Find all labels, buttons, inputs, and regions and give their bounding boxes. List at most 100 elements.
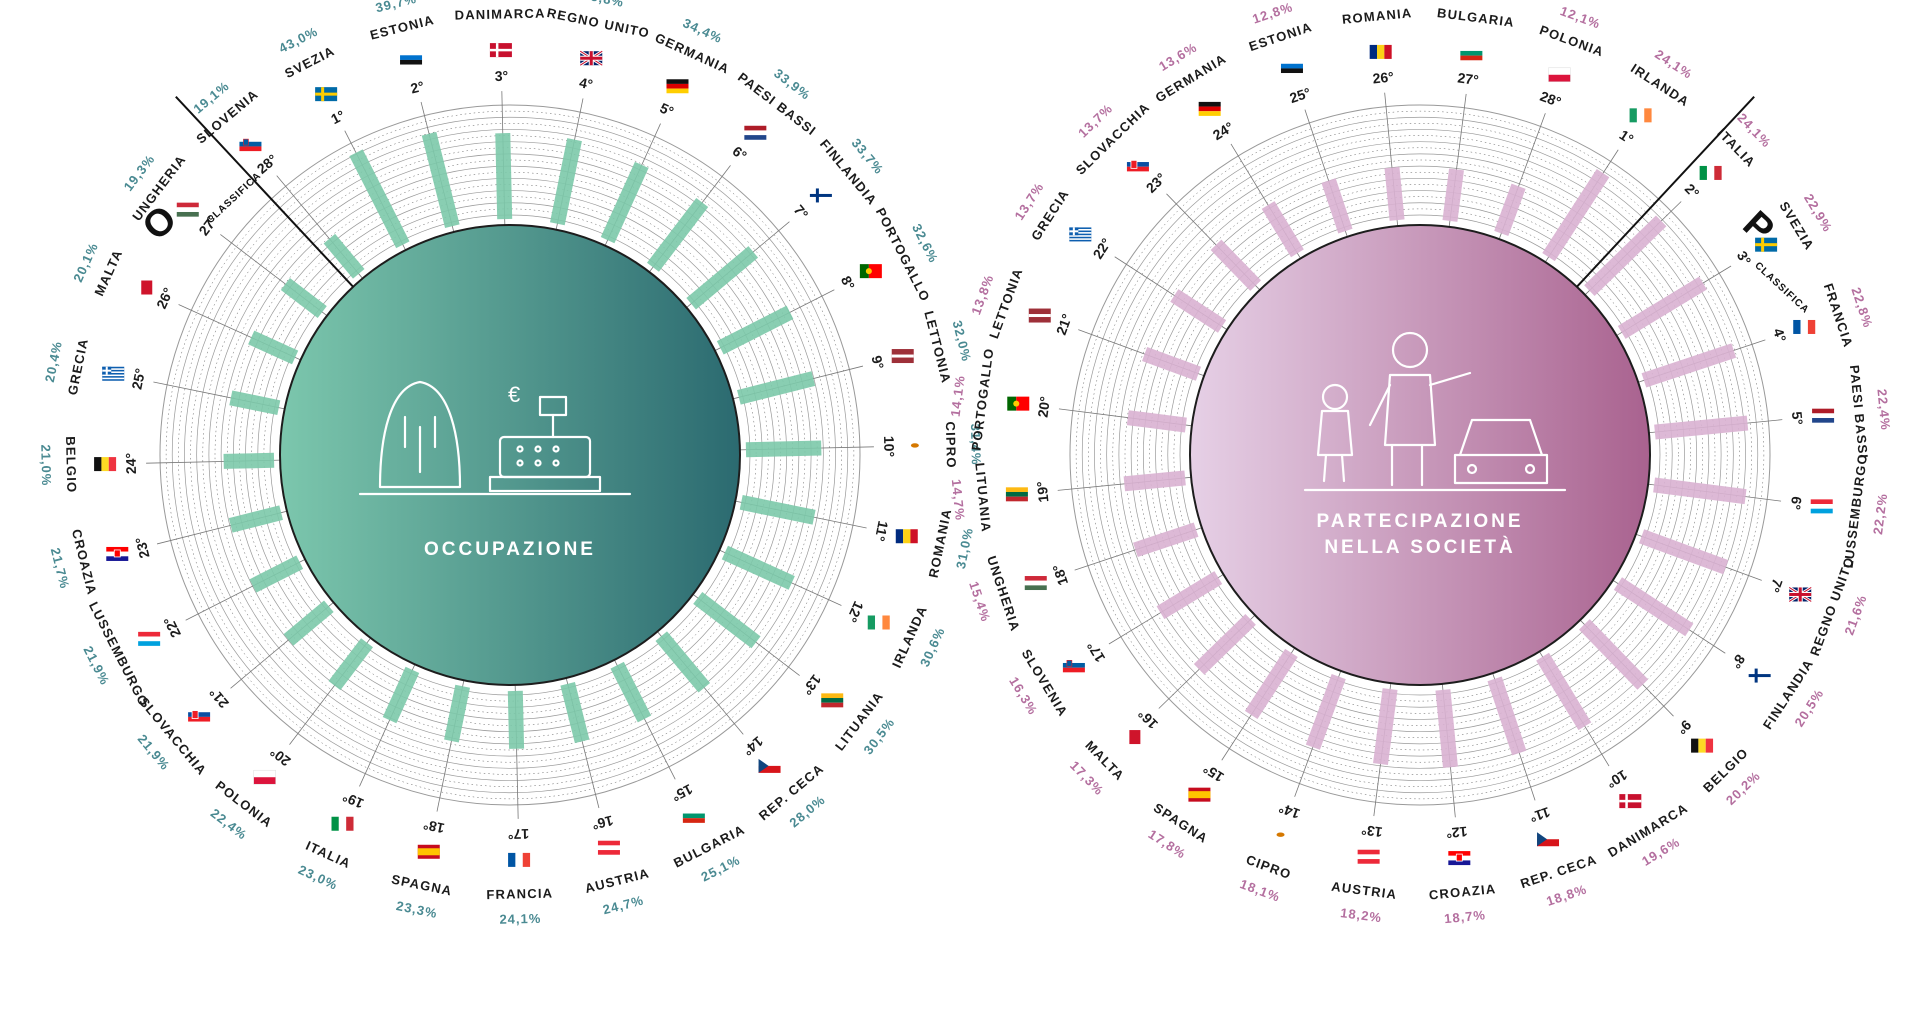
bar bbox=[1126, 410, 1187, 433]
flag-icon bbox=[138, 631, 161, 646]
rank-label: 6° bbox=[730, 143, 750, 164]
value-label: 20,1% bbox=[70, 240, 101, 284]
bar bbox=[328, 638, 374, 691]
flag-icon bbox=[579, 49, 604, 67]
bar bbox=[737, 371, 816, 405]
value-label: 21,0% bbox=[38, 444, 54, 486]
bar bbox=[1584, 215, 1667, 297]
rank-label: 6° bbox=[1787, 495, 1805, 510]
value-label: 21,6% bbox=[1841, 593, 1870, 637]
value-label: 18,7% bbox=[1443, 907, 1486, 926]
value-label: 34,4% bbox=[681, 15, 725, 46]
rank-label: 11° bbox=[872, 519, 892, 542]
rank-label: 4° bbox=[578, 74, 594, 92]
bar bbox=[600, 161, 649, 244]
bar bbox=[721, 545, 795, 590]
rank-label: 27° bbox=[1457, 69, 1480, 88]
rank-label: 9° bbox=[1674, 717, 1695, 738]
value-label: 24,1% bbox=[499, 911, 541, 927]
flag-icon bbox=[1793, 319, 1816, 334]
value-label: 13,8% bbox=[968, 272, 997, 316]
center-disk bbox=[1189, 224, 1651, 686]
bar bbox=[223, 452, 275, 469]
rank-label: 16° bbox=[1135, 706, 1161, 732]
flag-icon bbox=[508, 852, 531, 867]
flag-icon bbox=[821, 693, 844, 708]
value-label: 12,8% bbox=[1250, 0, 1294, 27]
flag-icon bbox=[1024, 576, 1047, 591]
rank-label: 7° bbox=[1766, 577, 1786, 595]
flag-icon bbox=[1548, 67, 1571, 83]
country-label: GRECIA bbox=[65, 337, 91, 397]
rank-label: 15° bbox=[669, 781, 695, 805]
flag-icon bbox=[1755, 237, 1778, 252]
value-label: 25,1% bbox=[699, 852, 743, 884]
country-label: SPAGNA bbox=[390, 871, 454, 898]
rank-label: 19° bbox=[340, 789, 366, 812]
rank-label: 17° bbox=[1084, 639, 1109, 665]
value-label: 18,8% bbox=[1544, 881, 1588, 908]
value-label: 23,3% bbox=[395, 898, 439, 921]
bar bbox=[610, 661, 652, 723]
country-label: LETTONIA bbox=[921, 309, 954, 385]
flag-icon bbox=[891, 349, 914, 364]
value-label: 20,4% bbox=[42, 339, 65, 383]
flag-icon bbox=[1007, 396, 1030, 411]
rank-label: 18° bbox=[1049, 562, 1071, 587]
flag-icon bbox=[1748, 668, 1771, 683]
flag-icon bbox=[239, 137, 262, 152]
rank-label: 20° bbox=[1034, 395, 1053, 418]
flag-icon bbox=[417, 844, 440, 859]
bar bbox=[560, 682, 590, 744]
rank-label: 17° bbox=[508, 826, 530, 842]
country-label: CROAZIA bbox=[1428, 881, 1497, 902]
bar bbox=[646, 197, 709, 272]
bar bbox=[1653, 477, 1747, 505]
bar bbox=[716, 305, 794, 355]
flag-icon bbox=[102, 366, 125, 381]
bar bbox=[1578, 619, 1649, 690]
bar bbox=[655, 631, 711, 693]
flag-icon bbox=[1188, 787, 1211, 802]
flag-icon bbox=[1699, 165, 1722, 180]
flag-icon bbox=[1788, 586, 1813, 603]
rank-label: 22° bbox=[160, 614, 184, 640]
value-label: 18,1% bbox=[1238, 876, 1282, 905]
rank-label: 9° bbox=[868, 354, 887, 371]
rank-label: 26° bbox=[1372, 69, 1395, 87]
value-label: 32,0% bbox=[950, 319, 975, 363]
flag-icon bbox=[809, 188, 832, 203]
bar bbox=[686, 246, 759, 310]
rank-label: 19° bbox=[1034, 481, 1052, 504]
bar bbox=[1123, 470, 1186, 492]
ranking-start-line bbox=[1576, 95, 1755, 288]
value-label: 12,7% bbox=[1353, 0, 1396, 1]
flag-icon bbox=[1269, 828, 1292, 843]
value-label: 31,4% bbox=[968, 423, 984, 465]
grid-rings bbox=[1069, 104, 1771, 806]
bar bbox=[349, 149, 410, 249]
bar bbox=[444, 684, 471, 743]
bar bbox=[228, 505, 283, 533]
value-label: 12,5% bbox=[1457, 0, 1500, 3]
flag-icon bbox=[859, 264, 882, 279]
flag-icon bbox=[1357, 849, 1380, 864]
partecipazione-radial-chart: 1°IRLANDA24,1%2°ITALIA24,1%3°SVEZIA22,9%… bbox=[948, 0, 1894, 926]
flag-icon bbox=[1369, 44, 1392, 59]
rank-label: 5° bbox=[657, 100, 676, 120]
ranking-start-line bbox=[175, 95, 354, 288]
flag-icon bbox=[1126, 157, 1149, 172]
flag-icon bbox=[94, 457, 117, 472]
bar bbox=[421, 131, 460, 228]
rank-label: 12° bbox=[1446, 824, 1469, 842]
rank-label: 3° bbox=[1734, 248, 1755, 268]
country-label: CIPRO bbox=[1244, 852, 1293, 882]
country-label: REP. CECA bbox=[1518, 852, 1599, 891]
rank-label: 12° bbox=[844, 599, 867, 625]
value-label: 21,9% bbox=[80, 644, 112, 688]
flag-icon bbox=[1812, 408, 1835, 423]
bar bbox=[1170, 289, 1227, 333]
country-label: PORTOGALLO bbox=[968, 347, 996, 452]
rank-label: 16° bbox=[590, 812, 614, 833]
